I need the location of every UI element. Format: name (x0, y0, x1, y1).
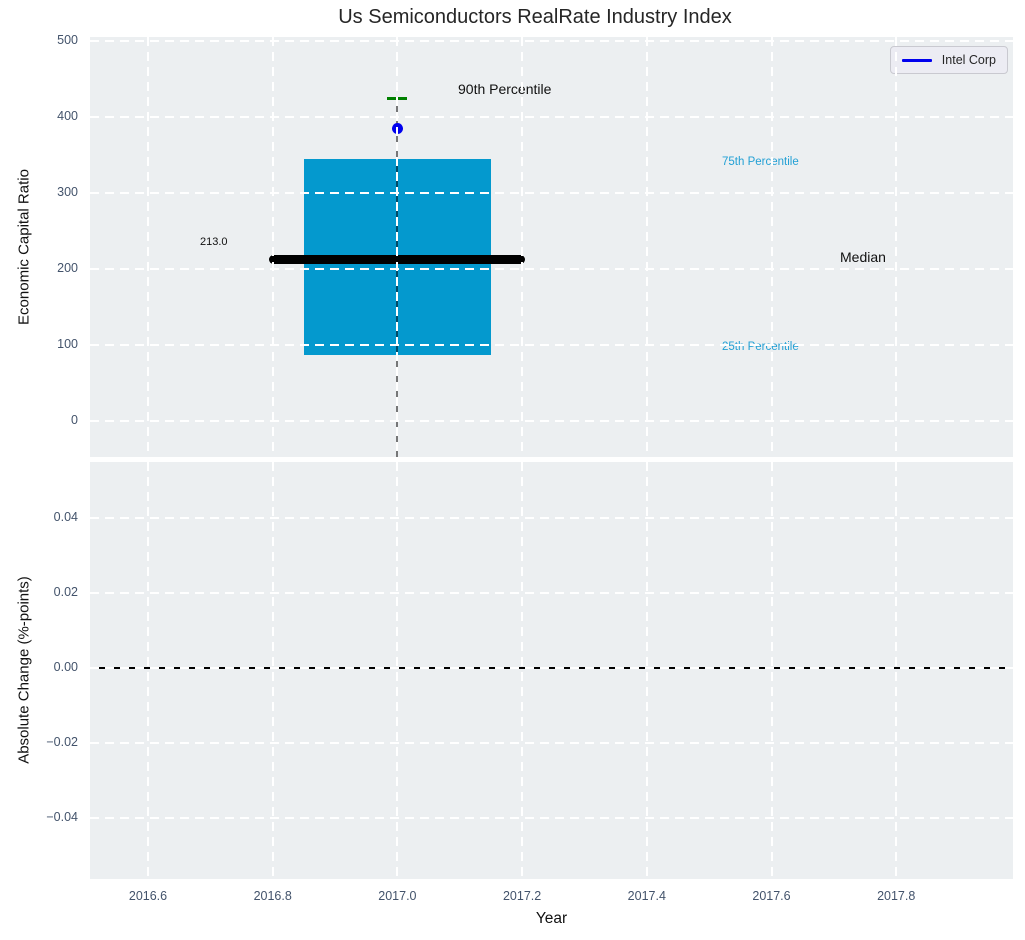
legend-label: Intel Corp (941, 53, 996, 67)
gridline-vertical (521, 462, 524, 879)
y-tick-label-bottom: −0.02 (46, 735, 78, 749)
top-subplot: 90th Percentile 75th Percentile 25th Per… (90, 37, 1013, 457)
y-tick-label-top: 0 (71, 413, 78, 427)
gridline-horizontal (90, 420, 1013, 422)
y-tick-label-top: 100 (57, 337, 78, 351)
x-tick-label: 2016.6 (128, 889, 168, 903)
chart-title: Us Semiconductors RealRate Industry Inde… (338, 6, 732, 28)
y-tick-label-top: 400 (57, 109, 78, 123)
x-axis-label: Year (535, 910, 568, 927)
annotation-90th-percentile: 90th Percentile (458, 81, 552, 97)
annotation-25th-percentile: 25th Percentile (722, 341, 799, 353)
x-tick-label: 2016.8 (253, 889, 292, 903)
y-tick-label-bottom: 0.04 (53, 510, 78, 524)
gridline-vertical (396, 37, 399, 457)
y-tick-label-bottom: −0.04 (46, 810, 78, 824)
gridline-vertical (645, 37, 648, 457)
y-tick-label-top: 200 (57, 261, 78, 275)
gridline-horizontal (90, 268, 1013, 270)
gridline-vertical (521, 37, 524, 457)
x-tick-label: 2017.0 (378, 889, 417, 903)
gridline-vertical (770, 37, 773, 457)
gridline-vertical (396, 462, 399, 879)
gridline-horizontal (90, 667, 1013, 669)
y-tick-label-bottom: 0.02 (53, 585, 78, 599)
gridline-horizontal (90, 40, 1013, 42)
gridline-horizontal (90, 192, 1013, 194)
gridline-vertical (895, 462, 898, 879)
x-tick-label: 2017.2 (502, 889, 542, 903)
gridline-vertical (895, 37, 898, 457)
gridline-vertical (147, 37, 149, 457)
gridline-horizontal (90, 517, 1013, 519)
legend: Intel Corp (889, 46, 1008, 74)
y-tick-label-top: 300 (57, 185, 78, 199)
gridline-vertical (271, 37, 274, 457)
gridline-horizontal (90, 592, 1013, 594)
x-tick-label: 2017.4 (627, 889, 666, 903)
gridline-horizontal (90, 742, 1013, 744)
bottom-subplot (90, 462, 1013, 879)
gridline-horizontal (90, 817, 1013, 819)
gridline-vertical (147, 462, 149, 879)
gridline-horizontal (90, 344, 1013, 346)
y-tick-label-top: 500 (57, 33, 78, 47)
gridline-vertical (770, 462, 773, 879)
annotation-75th-percentile: 75th Percentile (722, 156, 799, 168)
annotation-median-value: 213.0 (200, 236, 228, 248)
legend-line-sample (901, 58, 932, 62)
y-tick-label-bottom: 0.00 (53, 660, 78, 674)
gridline-vertical (645, 462, 648, 879)
gridline-horizontal (90, 116, 1013, 118)
x-tick-label: 2017.6 (752, 889, 791, 903)
x-tick-label: 2017.8 (877, 889, 916, 903)
annotation-median: Median (840, 249, 886, 265)
gridline-vertical (271, 462, 274, 879)
